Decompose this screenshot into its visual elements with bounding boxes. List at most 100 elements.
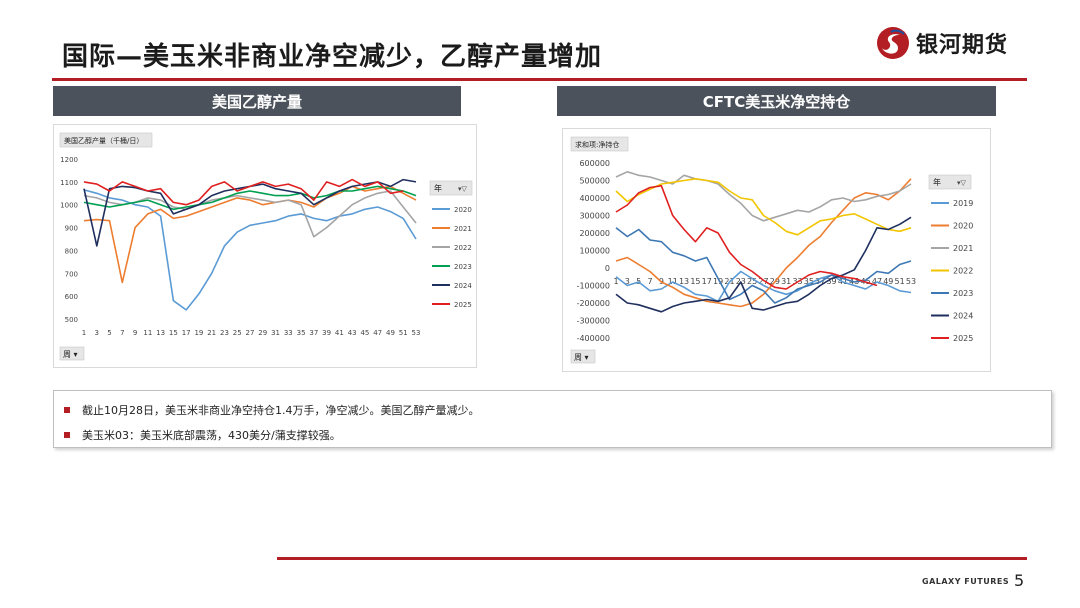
x-tick-label: 21 bbox=[207, 329, 216, 337]
x-tick-label: 47 bbox=[373, 329, 382, 337]
legend-label: 2025 bbox=[953, 334, 973, 343]
logo-text: 银河期货 bbox=[916, 33, 1009, 58]
y-tick-label: 600000 bbox=[579, 159, 610, 168]
x-tick-label: 49 bbox=[386, 329, 395, 337]
y-tick-label: -200000 bbox=[577, 299, 610, 308]
panel-header-cftc: CFTC美玉米净空持仓 bbox=[557, 86, 996, 116]
y-tick-label: 900 bbox=[65, 225, 78, 233]
legend-title-tag bbox=[429, 180, 473, 196]
note-item: 美玉米03：美玉米底部震荡，430美分/蒲支撑较强。 bbox=[64, 427, 341, 443]
x-tick-label: 13 bbox=[156, 329, 165, 337]
x-tick-label: 27 bbox=[246, 329, 255, 337]
x-tick-label: 39 bbox=[322, 329, 331, 337]
filter-field-label: 周 ▾ bbox=[63, 350, 78, 359]
x-tick-label: 31 bbox=[271, 329, 280, 337]
x-tick-label: 45 bbox=[360, 329, 369, 337]
y-tick-label: -300000 bbox=[577, 317, 610, 326]
filter-field-tag bbox=[59, 346, 85, 361]
bullet-icon bbox=[64, 407, 70, 413]
x-tick-label: 15 bbox=[690, 277, 700, 286]
x-tick-label: 5 bbox=[107, 329, 111, 337]
chart-title-tag bbox=[570, 136, 629, 152]
x-tick-label: 37 bbox=[309, 329, 318, 337]
series-line-2019 bbox=[615, 270, 912, 303]
x-tick-label: 53 bbox=[906, 277, 916, 286]
panel-header-ethanol: 美国乙醇产量 bbox=[53, 86, 461, 116]
x-tick-label: 1 bbox=[82, 329, 86, 337]
x-tick-label: 35 bbox=[297, 329, 306, 337]
x-tick-label: 7 bbox=[120, 329, 124, 337]
x-tick-label: 31 bbox=[781, 277, 791, 286]
x-tick-label: 11 bbox=[143, 329, 152, 337]
series-line-2021 bbox=[615, 171, 912, 222]
x-tick-label: 23 bbox=[220, 329, 229, 337]
footer-rule bbox=[277, 557, 1027, 560]
y-tick-label: -100000 bbox=[577, 282, 610, 291]
legend-label: 2024 bbox=[953, 312, 973, 321]
x-tick-label: 3 bbox=[95, 329, 99, 337]
y-tick-label: 500 bbox=[65, 316, 78, 324]
note-text: 美玉米03：美玉米底部震荡，430美分/蒲支撑较强。 bbox=[82, 429, 341, 442]
x-tick-label: 35 bbox=[804, 277, 814, 286]
series-line-2023 bbox=[83, 185, 417, 211]
x-tick-label: 51 bbox=[399, 329, 408, 337]
x-tick-label: 29 bbox=[258, 329, 267, 337]
series-line-2020 bbox=[615, 178, 912, 308]
title-rule bbox=[52, 78, 1027, 81]
series-line-2020 bbox=[83, 189, 417, 311]
chart-title: 美国乙醇产量（千桶/日） bbox=[64, 136, 143, 145]
note-item: 截止10月28日，美玉米非商业净空持仓1.4万手，净空减少。美国乙醇产量减少。 bbox=[64, 402, 480, 418]
series-line-2022 bbox=[615, 178, 912, 236]
x-tick-label: 3 bbox=[625, 277, 630, 286]
filter-field-label: 周 ▾ bbox=[574, 353, 589, 362]
page-number: 5 bbox=[1014, 571, 1025, 590]
x-tick-label: 7 bbox=[647, 277, 652, 286]
footer-brand: GALAXY FUTURES bbox=[922, 577, 1010, 586]
y-tick-label: 200000 bbox=[579, 229, 610, 238]
x-tick-label: 17 bbox=[702, 277, 712, 286]
y-tick-label: -400000 bbox=[577, 334, 610, 343]
y-tick-label: 700 bbox=[65, 270, 78, 278]
legend-title: 年 bbox=[933, 177, 941, 187]
x-tick-label: 19 bbox=[194, 329, 203, 337]
series-line-2021 bbox=[83, 185, 417, 284]
y-tick-label: 500000 bbox=[579, 177, 610, 186]
x-tick-label: 17 bbox=[182, 329, 191, 337]
y-tick-label: 100000 bbox=[579, 247, 610, 256]
y-tick-label: 1100 bbox=[60, 179, 78, 187]
x-tick-label: 41 bbox=[335, 329, 344, 337]
y-tick-label: 400000 bbox=[579, 194, 610, 203]
legend-label: 2025 bbox=[454, 301, 472, 309]
note-text: 截止10月28日，美玉米非商业净空持仓1.4万手，净空减少。美国乙醇产量减少。 bbox=[82, 404, 480, 417]
x-tick-label: 25 bbox=[233, 329, 242, 337]
series-line-2023 bbox=[615, 227, 912, 304]
x-tick-label: 49 bbox=[883, 277, 893, 286]
y-tick-label: 800 bbox=[65, 247, 78, 255]
company-logo: 银河期货 bbox=[876, 26, 1008, 60]
page-title: 国际—美玉米非商业净空减少，乙醇产量增加 bbox=[62, 42, 603, 72]
x-tick-label: 25 bbox=[747, 277, 757, 286]
legend-label: 2020 bbox=[953, 222, 973, 231]
series-line-2025 bbox=[615, 185, 878, 290]
x-tick-label: 53 bbox=[412, 329, 421, 337]
x-tick-label: 51 bbox=[895, 277, 905, 286]
legend-title-tag bbox=[928, 174, 972, 190]
legend-label: 2019 bbox=[953, 199, 973, 208]
legend-label: 2022 bbox=[953, 267, 973, 276]
cftc-chart: 求和项:净持仓 -400000 -300000 -200000 -100000 0 1000… bbox=[562, 128, 991, 372]
filter-icon: ▾▽ bbox=[458, 185, 468, 193]
y-tick-label: 0 bbox=[605, 264, 610, 273]
galaxy-logo-icon bbox=[877, 27, 909, 59]
legend-label: 2021 bbox=[454, 225, 472, 233]
x-tick-label: 43 bbox=[348, 329, 357, 337]
legend-label: 2024 bbox=[454, 282, 472, 290]
legend-label: 2023 bbox=[454, 263, 472, 271]
x-tick-label: 27 bbox=[758, 277, 768, 286]
legend-title: 年 bbox=[434, 183, 442, 193]
filter-field-tag bbox=[570, 349, 596, 364]
ethanol-chart: 美国乙醇产量（千桶/日） 500 600 700 800 900 1000 1100 1200 1… bbox=[53, 124, 477, 368]
y-tick-label: 1000 bbox=[60, 202, 78, 210]
cftc-chart-svg: 求和项:净持仓 -400000 -300000 -200000 -100000 0 1000… bbox=[570, 136, 973, 364]
chart-title-tag bbox=[59, 132, 153, 148]
legend-label: 2023 bbox=[953, 289, 973, 298]
